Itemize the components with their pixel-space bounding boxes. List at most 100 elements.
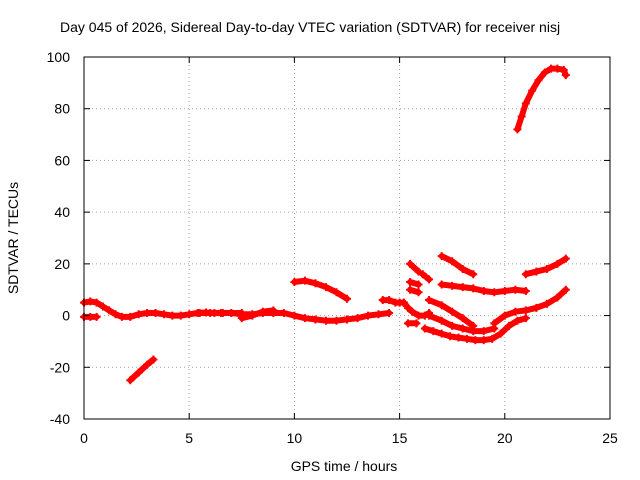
data-point bbox=[479, 287, 488, 296]
data-point bbox=[532, 267, 541, 276]
x-tick-label: 10 bbox=[287, 430, 303, 446]
data-point bbox=[414, 288, 423, 297]
data-point bbox=[488, 334, 497, 343]
y-tick-label: -20 bbox=[50, 359, 70, 375]
series-line bbox=[407, 260, 422, 275]
data-point bbox=[353, 314, 362, 323]
data-point bbox=[521, 287, 530, 296]
x-tick-label: 20 bbox=[497, 430, 513, 446]
series-arc-19 bbox=[490, 285, 570, 328]
data-point bbox=[406, 285, 415, 294]
series-line bbox=[238, 307, 277, 322]
data-point bbox=[490, 288, 499, 297]
data-point bbox=[437, 280, 446, 289]
data-point bbox=[311, 315, 320, 324]
series-arc-3 bbox=[126, 355, 158, 385]
data-point bbox=[399, 298, 408, 307]
data-point bbox=[496, 329, 505, 338]
series-arc-2 bbox=[80, 312, 101, 321]
data-point bbox=[385, 296, 394, 305]
y-tick-label: 100 bbox=[47, 49, 71, 65]
series-arc-17 bbox=[437, 252, 478, 279]
data-point bbox=[458, 324, 467, 333]
x-tick-label: 5 bbox=[185, 430, 193, 446]
data-point bbox=[195, 308, 204, 317]
data-point bbox=[134, 368, 143, 377]
series-arc-6 bbox=[290, 276, 351, 303]
data-point bbox=[553, 64, 562, 73]
data-point bbox=[216, 308, 225, 317]
data-point bbox=[408, 307, 417, 316]
series-line bbox=[522, 255, 569, 278]
series-arc-12 bbox=[406, 285, 423, 297]
data-point bbox=[414, 280, 423, 289]
data-point bbox=[418, 270, 427, 279]
x-tick-label: 0 bbox=[80, 430, 88, 446]
data-point bbox=[448, 257, 457, 266]
data-point bbox=[86, 297, 95, 306]
data-point bbox=[151, 308, 160, 317]
y-tick-labels: -40 -20 0 20 40 60 80 100 bbox=[47, 49, 71, 427]
x-axis-label: GPS time / hours bbox=[291, 458, 398, 474]
data-point bbox=[471, 336, 480, 345]
data-point bbox=[437, 316, 446, 325]
data-point bbox=[149, 355, 158, 364]
data-point bbox=[321, 283, 330, 292]
data-point bbox=[185, 310, 194, 319]
data-point bbox=[542, 299, 551, 308]
data-point bbox=[511, 307, 520, 316]
data-point bbox=[412, 319, 421, 328]
data-point bbox=[126, 376, 135, 385]
data-point bbox=[458, 283, 467, 292]
data-point bbox=[448, 281, 457, 290]
data-point bbox=[469, 321, 478, 330]
data-point bbox=[290, 311, 299, 320]
series-line bbox=[127, 356, 157, 384]
data-point bbox=[425, 296, 434, 305]
chart-title: Day 045 of 2026, Sidereal Day-to-day VTE… bbox=[60, 19, 560, 35]
data-point bbox=[92, 312, 101, 321]
data-point bbox=[517, 112, 526, 121]
data-point bbox=[143, 360, 152, 369]
data-point bbox=[542, 265, 551, 274]
data-point bbox=[429, 327, 438, 336]
data-point bbox=[425, 311, 434, 320]
series-arc-5 bbox=[237, 306, 278, 323]
data-point bbox=[176, 311, 185, 320]
series-arc-16 bbox=[425, 296, 478, 330]
data-point bbox=[143, 308, 152, 317]
data-point bbox=[420, 324, 429, 333]
series-line bbox=[291, 277, 350, 302]
data-point bbox=[300, 276, 309, 285]
data-point bbox=[227, 308, 236, 317]
data-point bbox=[437, 329, 446, 338]
data-point bbox=[126, 312, 135, 321]
data-point bbox=[290, 277, 299, 286]
data-point bbox=[92, 298, 101, 307]
series-arc-15 bbox=[425, 311, 499, 336]
x-tick-label: 15 bbox=[392, 430, 408, 446]
data-point bbox=[561, 71, 570, 80]
data-point bbox=[561, 285, 570, 294]
data-point bbox=[98, 302, 107, 311]
x-tick-label: 25 bbox=[602, 430, 618, 446]
data-point bbox=[406, 259, 415, 268]
data-point bbox=[479, 327, 488, 336]
data-point bbox=[513, 316, 522, 325]
data-point bbox=[159, 310, 168, 319]
data-point bbox=[513, 125, 522, 134]
data-point bbox=[404, 303, 413, 312]
grid-lines bbox=[84, 57, 610, 419]
data-point bbox=[500, 287, 509, 296]
data-point bbox=[469, 270, 478, 279]
data-point bbox=[521, 99, 530, 108]
data-point bbox=[311, 279, 320, 288]
series-arc-18 bbox=[437, 280, 530, 297]
data-point bbox=[458, 265, 467, 274]
data-point bbox=[505, 321, 514, 330]
data-point bbox=[521, 270, 530, 279]
data-point bbox=[332, 288, 341, 297]
series-arc-21 bbox=[513, 64, 570, 134]
data-point bbox=[404, 319, 413, 328]
series-arc-14 bbox=[420, 314, 530, 345]
